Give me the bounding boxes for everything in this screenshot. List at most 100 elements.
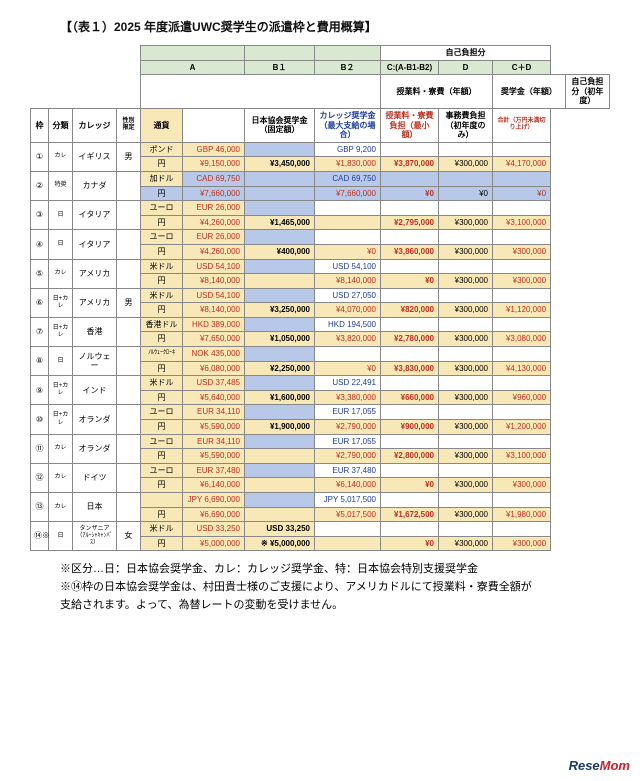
cell-a2: ¥4,260,000 <box>183 215 245 230</box>
cell-gender <box>117 230 141 259</box>
cell-c2: ¥0 <box>381 536 439 551</box>
cell-b1 <box>245 376 315 391</box>
cell-num: ⑫ <box>31 463 49 492</box>
cell-b2-2 <box>315 536 381 551</box>
cell-cd <box>493 288 551 303</box>
cell-type: 日 <box>49 201 73 230</box>
cell-d2: ¥300,000 <box>439 215 493 230</box>
cell-type: カレ <box>49 493 73 522</box>
cell-b2 <box>315 522 381 537</box>
cell-c <box>381 259 439 274</box>
cell-currency2: 円 <box>141 361 183 376</box>
cell-currency <box>141 493 183 508</box>
cell-type: カレ <box>49 434 73 463</box>
cell-currency: ユーロ <box>141 230 183 245</box>
cell-currency2: 円 <box>141 186 183 201</box>
h-tuition-burden: 授業料・寮費負担（最小額） <box>381 108 439 142</box>
cell-type: カレ <box>49 142 73 171</box>
cell-num: ⑬ <box>31 493 49 522</box>
cell-b1: USD 33,250 <box>245 522 315 537</box>
cell-c <box>381 493 439 508</box>
cell-college: カナダ <box>73 171 117 200</box>
cell-a2: ¥6,690,000 <box>183 507 245 522</box>
cell-c <box>381 376 439 391</box>
cell-c <box>381 405 439 420</box>
cell-d <box>439 493 493 508</box>
table-row: ⑥日+カレアメリカ男米ドルUSD 54,100USD 27,050 <box>31 288 610 303</box>
cell-a2: ¥5,640,000 <box>183 390 245 405</box>
watermark: ReseMom <box>569 758 630 773</box>
cell-b2: GBP 9,200 <box>315 142 381 157</box>
cell-d2: ¥300,000 <box>439 420 493 435</box>
cell-b1 <box>245 434 315 449</box>
cell-c2: ¥3,860,000 <box>381 244 439 259</box>
h-B2-2: B２ <box>315 60 381 75</box>
cell-gender: 男 <box>117 288 141 317</box>
cell-gender <box>117 405 141 434</box>
cell-currency2: 円 <box>141 274 183 289</box>
cell-cd2: ¥1,120,000 <box>493 303 551 318</box>
note-line: ※⑭枠の日本協会奨学金は、村田貴士様のご支援により、アメリカドルにて授業料・寮費… <box>60 579 610 597</box>
cell-b1 <box>245 142 315 157</box>
cell-currency: ユーロ <box>141 405 183 420</box>
cell-a2: ¥5,000,000 <box>183 536 245 551</box>
cell-c <box>381 317 439 332</box>
cell-currency: 加ドル <box>141 171 183 186</box>
cell-a1: EUR 26,000 <box>183 230 245 245</box>
cell-b1-2: ¥2,250,000 <box>245 361 315 376</box>
cell-cd2: ¥300,000 <box>493 274 551 289</box>
cell-d <box>439 142 493 157</box>
cell-d <box>439 288 493 303</box>
table-row: ⑫カレドイツユーロEUR 37,480EUR 37,480 <box>31 463 610 478</box>
cell-college: イタリア <box>73 230 117 259</box>
cell-b2-2: ¥2,790,000 <box>315 420 381 435</box>
cell-b1 <box>245 201 315 216</box>
cell-gender <box>117 434 141 463</box>
cell-c2: ¥0 <box>381 186 439 201</box>
cell-b1 <box>245 171 315 186</box>
cell-b2-2: ¥3,820,000 <box>315 332 381 347</box>
cell-type: カレ <box>49 259 73 288</box>
note-line: ※区分…日：日本協会奨学金、カレ：カレッジ奨学金、特：日本協会特別支援奨学金 <box>60 561 610 579</box>
cell-cd <box>493 201 551 216</box>
table-row: ⑬カレ日本JPY 6,690,000JPY 5,017,500 <box>31 493 610 508</box>
cell-college: アメリカ <box>73 259 117 288</box>
cell-cd2: ¥4,130,000 <box>493 361 551 376</box>
cell-b1 <box>245 463 315 478</box>
table-row: ③日イタリアユーロEUR 26,000 <box>31 201 610 216</box>
cell-b1 <box>245 230 315 245</box>
cell-cd <box>493 463 551 478</box>
cell-num: ⑨ <box>31 376 49 405</box>
cell-currency: 米ドル <box>141 259 183 274</box>
cell-b1-2 <box>245 507 315 522</box>
cell-b1-2 <box>245 478 315 493</box>
cell-cd2: ¥3,100,000 <box>493 215 551 230</box>
cell-b2: USD 54,100 <box>315 259 381 274</box>
note-line: 支給されます。よって、為替レートの変動を受けません。 <box>60 597 610 615</box>
cell-b2: CAD 69,750 <box>315 171 381 186</box>
cell-c2: ¥900,000 <box>381 420 439 435</box>
cell-currency: ユーロ <box>141 201 183 216</box>
cell-college: 香港 <box>73 317 117 346</box>
cell-b2 <box>315 230 381 245</box>
cell-b2-2: ¥6,140,000 <box>315 478 381 493</box>
cell-d2: ¥300,000 <box>439 449 493 464</box>
h-tuition: 授業料・寮費（年額） <box>381 75 493 109</box>
cell-d2: ¥300,000 <box>439 507 493 522</box>
cell-num: ③ <box>31 201 49 230</box>
cell-c <box>381 522 439 537</box>
cell-gender <box>117 347 141 376</box>
cell-type: 日 <box>49 347 73 376</box>
h-B1 <box>245 46 315 61</box>
cell-d2: ¥300,000 <box>439 361 493 376</box>
cell-b2-2: ¥4,070,000 <box>315 303 381 318</box>
cell-b2: USD 27,050 <box>315 288 381 303</box>
cell-type: 特奨 <box>49 171 73 200</box>
cell-d <box>439 201 493 216</box>
cell-a2: ¥5,590,000 <box>183 449 245 464</box>
h-B1-2: B１ <box>245 60 315 75</box>
cell-cd <box>493 230 551 245</box>
cell-c2: ¥2,780,000 <box>381 332 439 347</box>
table-row: ⑩日+カレオランダユーロEUR 34,110EUR 17,055 <box>31 405 610 420</box>
cell-currency: 香港ドル <box>141 317 183 332</box>
